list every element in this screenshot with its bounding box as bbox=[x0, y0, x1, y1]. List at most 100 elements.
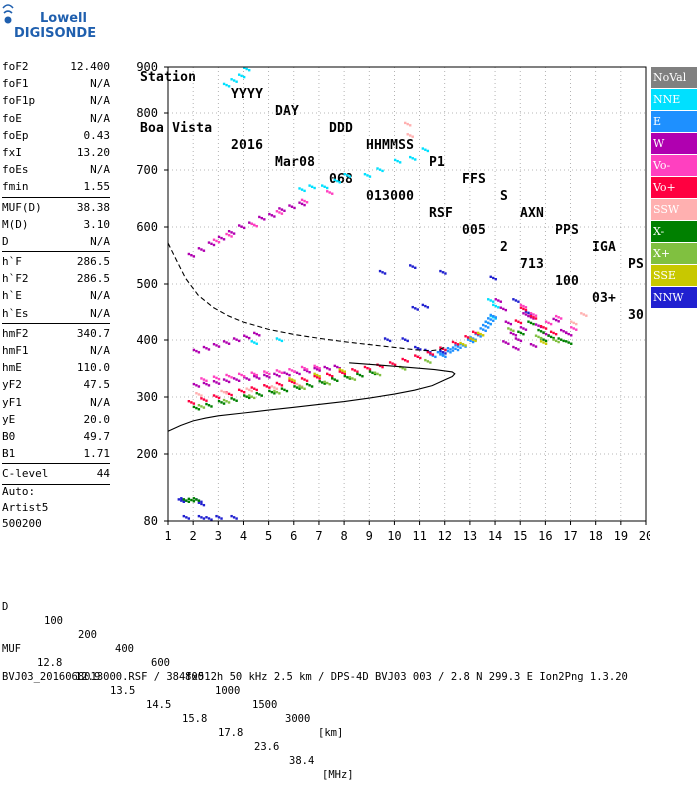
echo-point bbox=[507, 342, 510, 345]
echo-point bbox=[401, 337, 404, 340]
echo-point bbox=[182, 500, 185, 503]
echo-point bbox=[323, 185, 326, 188]
logo-wave-icon bbox=[2, 4, 14, 14]
echo-point bbox=[270, 390, 274, 394]
muf-value: 13.5 bbox=[110, 685, 136, 697]
param-value: N/A bbox=[90, 395, 110, 409]
echo-point bbox=[494, 278, 497, 281]
echo-point bbox=[215, 381, 218, 384]
param-value: 49.7 bbox=[83, 429, 111, 443]
echo-point bbox=[484, 329, 487, 333]
echo-point bbox=[557, 320, 560, 323]
echo-point bbox=[403, 368, 407, 371]
echo-point bbox=[552, 338, 555, 341]
param-value: 20.0 bbox=[83, 412, 111, 426]
echo-point bbox=[315, 376, 319, 379]
echo-point bbox=[502, 340, 505, 343]
echo-point bbox=[220, 389, 223, 393]
echo-point bbox=[494, 304, 497, 308]
echo-point bbox=[409, 264, 412, 267]
echo-point bbox=[492, 300, 495, 303]
param-label: foEp bbox=[2, 128, 29, 142]
param-label: yF2 bbox=[2, 378, 22, 392]
echo-point bbox=[562, 339, 565, 343]
echo-point bbox=[253, 331, 256, 335]
echo-point bbox=[575, 322, 578, 326]
legend-item-ssw: SSW bbox=[651, 199, 697, 220]
echo-point bbox=[293, 206, 296, 210]
echo-point bbox=[512, 298, 515, 301]
echo-point bbox=[275, 381, 279, 385]
header-label-s: S bbox=[500, 189, 509, 204]
echo-point bbox=[519, 306, 523, 309]
echo-point bbox=[572, 321, 575, 325]
echo-point bbox=[527, 314, 530, 317]
echo-point bbox=[421, 147, 425, 150]
param-value: 44 bbox=[96, 467, 110, 481]
param-label: fxI bbox=[2, 145, 22, 159]
echo-point bbox=[489, 299, 492, 302]
echo-point bbox=[565, 331, 568, 335]
echo-point bbox=[393, 158, 397, 162]
echo-point bbox=[192, 405, 196, 409]
echo-point bbox=[547, 321, 550, 325]
echo-point bbox=[492, 276, 495, 280]
muf-value: 23.6 bbox=[254, 741, 280, 753]
echo-point bbox=[406, 360, 409, 363]
echo-point bbox=[489, 313, 492, 317]
echo-point bbox=[431, 353, 435, 356]
param-label: yF1 bbox=[2, 395, 22, 409]
echo-point bbox=[557, 337, 560, 340]
param-row: h`E N/A bbox=[2, 287, 110, 304]
echo-point bbox=[404, 359, 407, 362]
echo-point bbox=[358, 373, 362, 377]
echo-point bbox=[192, 382, 196, 386]
echo-point bbox=[197, 351, 201, 354]
echo-point bbox=[514, 334, 518, 337]
echo-point bbox=[212, 394, 216, 397]
echo-point bbox=[481, 328, 485, 331]
x-tick-label: 20 bbox=[639, 529, 650, 543]
echo-point bbox=[454, 344, 457, 347]
echo-point bbox=[424, 148, 427, 151]
echo-point bbox=[207, 384, 211, 387]
echo-point bbox=[575, 328, 578, 331]
legend-item-nnw: NNW bbox=[651, 287, 697, 308]
echo-point bbox=[456, 345, 460, 348]
echo-point bbox=[466, 336, 470, 339]
echo-point bbox=[308, 371, 311, 374]
echo-point bbox=[529, 321, 533, 325]
muf-label: MUF bbox=[2, 643, 21, 655]
auto-version: 500200 bbox=[2, 517, 42, 530]
echo-point bbox=[182, 498, 186, 501]
echo-point bbox=[361, 375, 364, 378]
echo-point bbox=[255, 392, 258, 395]
legend-item-vo: Vo+ bbox=[651, 177, 697, 198]
param-value: 0.43 bbox=[83, 128, 111, 142]
header-value-p1: RSF bbox=[429, 206, 454, 221]
echo-point bbox=[303, 378, 306, 381]
echo-point bbox=[217, 345, 221, 348]
echo-point bbox=[225, 373, 228, 377]
echo-point bbox=[232, 79, 236, 82]
echo-point bbox=[222, 398, 226, 402]
param-label: fmin bbox=[2, 180, 29, 194]
echo-point bbox=[328, 191, 331, 194]
echo-point bbox=[371, 371, 374, 374]
echo-point bbox=[215, 395, 218, 398]
param-label: foF2 bbox=[2, 60, 29, 73]
param-row: foF2 12.400 bbox=[2, 58, 110, 75]
echo-point bbox=[217, 400, 221, 403]
echo-point bbox=[542, 338, 545, 341]
param-row: hmE 110.0 bbox=[2, 359, 110, 376]
header-value-day: Mar08 bbox=[275, 155, 316, 170]
echo-point bbox=[318, 377, 321, 380]
x-tick-label: 1 bbox=[164, 529, 171, 543]
echo-point bbox=[278, 375, 281, 378]
echo-point bbox=[280, 387, 284, 390]
lowell-digisonde-logo: Lowell DIGISONDE bbox=[0, 0, 140, 50]
echo-point bbox=[255, 342, 258, 345]
echo-point bbox=[258, 215, 261, 219]
echo-point bbox=[557, 316, 560, 319]
echo-point bbox=[507, 327, 510, 330]
